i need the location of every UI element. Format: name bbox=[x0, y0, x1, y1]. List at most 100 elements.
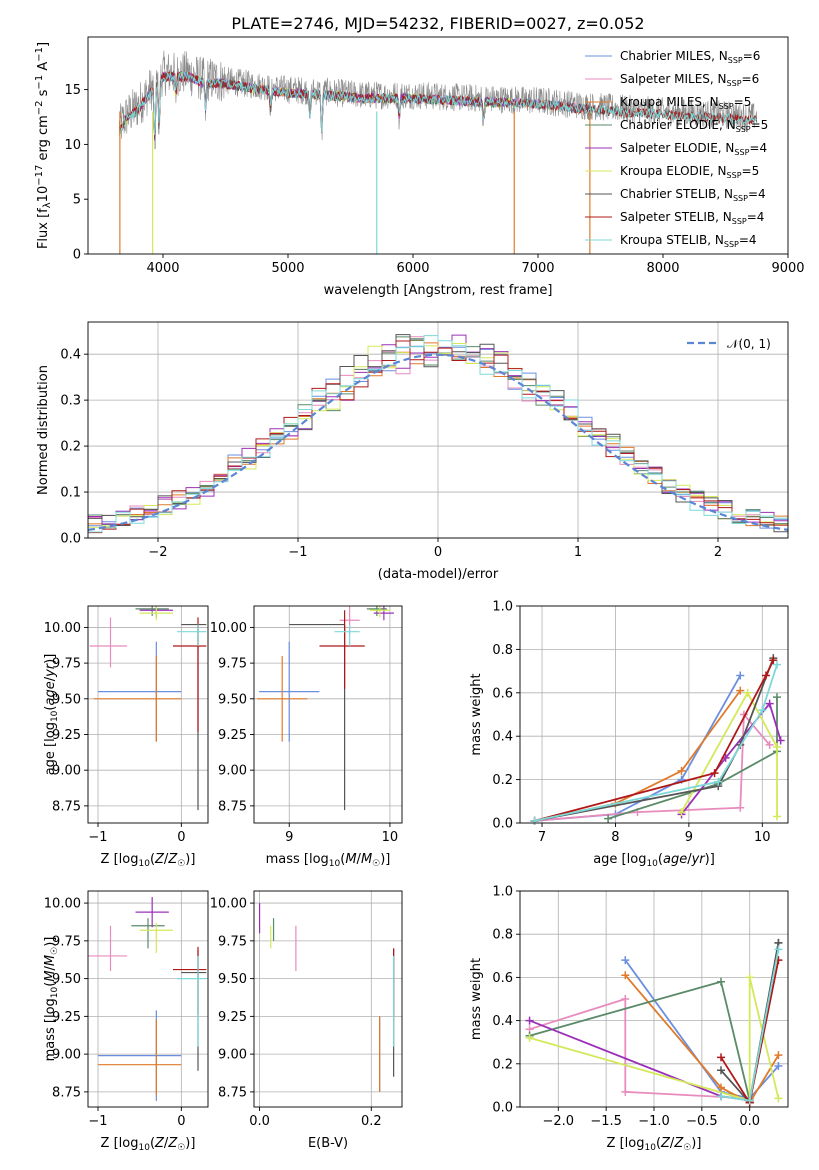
weight-series-line bbox=[534, 657, 775, 822]
y-tick-label: 9.75 bbox=[218, 657, 247, 672]
y-tick-label: 9.00 bbox=[218, 764, 247, 779]
model-spectrum bbox=[118, 71, 758, 136]
y-tick-label: 10.00 bbox=[210, 897, 247, 912]
model-spectrum bbox=[118, 71, 757, 137]
errorbar-point bbox=[98, 1010, 182, 1101]
x-tick-label: 10 bbox=[382, 830, 399, 845]
y-tick-label: 0.2 bbox=[60, 440, 81, 455]
errorbar-point bbox=[139, 922, 173, 953]
x-tick-label: −1 bbox=[88, 830, 107, 845]
weight-marker bbox=[525, 1016, 534, 1025]
errorbar-point bbox=[131, 918, 165, 949]
y-axis-label: Normed distribution bbox=[36, 365, 51, 495]
legend-entry: Salpeter MILES, NSSP=6 bbox=[620, 72, 759, 88]
errorbar-point bbox=[177, 624, 207, 646]
x-tick-label: 9 bbox=[685, 830, 693, 845]
errorbar-point bbox=[319, 610, 365, 689]
y-tick-label: 5 bbox=[73, 193, 81, 208]
y-tick-label: 0.6 bbox=[492, 971, 513, 986]
weight-series-line bbox=[680, 701, 782, 815]
weight-marker bbox=[765, 699, 774, 708]
axes-frame bbox=[519, 605, 789, 824]
weight-marker bbox=[717, 1066, 725, 1075]
x-tick-label: 0 bbox=[434, 545, 442, 560]
errorbar-point bbox=[181, 949, 207, 1071]
x-tick-label: −0.5 bbox=[686, 1114, 718, 1129]
weight-marker bbox=[621, 956, 630, 965]
weight-marker bbox=[604, 814, 613, 823]
weight-marker bbox=[761, 671, 770, 680]
errorbar-point bbox=[135, 606, 169, 616]
legend-entry: Kroupa MILES, NSSP=5 bbox=[620, 95, 751, 111]
mass-vs-Z-panel: −1 0 8.75 9.00 9.25 9.50 9.75 10.00 mass [log10(… bbox=[43, 890, 209, 1153]
errorbar-point bbox=[259, 641, 320, 742]
x-tick-label: 0 bbox=[177, 1114, 185, 1129]
y-axis-label: mass [log10(M/M☉)] bbox=[43, 937, 60, 1062]
axes-frame bbox=[87, 605, 209, 824]
errorbar-point bbox=[89, 617, 128, 668]
x-tick-label: 0.2 bbox=[361, 1114, 382, 1129]
y-tick-label: 0.4 bbox=[492, 1014, 513, 1029]
y-tick-label: 0.3 bbox=[60, 394, 81, 409]
weight-marker bbox=[621, 995, 630, 1003]
y-axis-label: Flux [fλ10−17 erg cm−2 s−1 A−1] bbox=[34, 42, 53, 249]
legend-entry: Chabrier STELIB, NSSP=4 bbox=[620, 187, 766, 203]
x-axis-label: Z [log10(Z/Z☉)] bbox=[101, 1136, 196, 1153]
y-tick-label: 8.75 bbox=[218, 799, 247, 814]
weight-marker bbox=[736, 686, 745, 695]
y-tick-label: 9.50 bbox=[218, 692, 247, 707]
y-tick-label: 8.75 bbox=[52, 799, 81, 814]
errorbar-point bbox=[139, 606, 173, 621]
weight-marker bbox=[743, 688, 752, 697]
y-tick-label: 9.75 bbox=[218, 934, 247, 949]
weight-marker bbox=[714, 777, 723, 786]
axes-frame bbox=[87, 890, 209, 1108]
weight-marker bbox=[717, 977, 725, 986]
x-tick-label: 6000 bbox=[396, 261, 429, 276]
weight-marker bbox=[745, 1096, 754, 1105]
weight-marker bbox=[717, 1083, 725, 1092]
x-tick-label: 0 bbox=[177, 830, 185, 845]
weight-marker bbox=[745, 973, 754, 982]
y-tick-label: 9.50 bbox=[52, 972, 81, 987]
y-tick-label: 1.0 bbox=[492, 600, 513, 615]
weight-marker bbox=[772, 743, 781, 752]
errorbar-point bbox=[334, 624, 360, 646]
weight-series-line bbox=[607, 697, 778, 820]
y-tick-label: 0.1 bbox=[60, 486, 81, 501]
x-tick-label: 8000 bbox=[646, 261, 679, 276]
y-tick-label: 9.25 bbox=[52, 728, 81, 743]
x-tick-label: 7 bbox=[538, 830, 546, 845]
x-tick-label: −2.0 bbox=[542, 1114, 574, 1129]
y-tick-label: 9.75 bbox=[52, 934, 81, 949]
x-axis-label: (data-model)/error bbox=[378, 567, 499, 582]
x-axis-label: E(B-V) bbox=[308, 1136, 348, 1151]
y-tick-label: 9.00 bbox=[52, 764, 81, 779]
weight-marker bbox=[717, 1053, 725, 1062]
errorbar-point bbox=[93, 655, 182, 742]
x-tick-label: −1.5 bbox=[590, 1114, 622, 1129]
spectrum-plot-area bbox=[118, 50, 758, 254]
y-tick-label: 9.25 bbox=[52, 1010, 81, 1025]
histogram-series bbox=[88, 335, 788, 533]
legend-entry: Chabrier ELODIE, NSSP=5 bbox=[620, 118, 768, 134]
y-tick-label: 0.0 bbox=[60, 532, 81, 547]
x-tick-label: 7000 bbox=[521, 261, 554, 276]
x-tick-label: −1 bbox=[288, 545, 307, 560]
y-axis-label: mass weight bbox=[469, 958, 484, 1040]
y-tick-label: 0.4 bbox=[60, 348, 81, 363]
weight-marker bbox=[772, 812, 781, 821]
y-tick-label: 9.25 bbox=[218, 1010, 247, 1025]
weight-marker bbox=[758, 706, 767, 715]
errorbar-point bbox=[88, 925, 128, 972]
x-tick-label: 0.0 bbox=[739, 1114, 760, 1129]
weight-marker bbox=[772, 693, 781, 702]
y-tick-label: 9.50 bbox=[52, 692, 81, 707]
y-tick-label: 10.00 bbox=[210, 621, 247, 636]
y-tick-label: 15 bbox=[64, 83, 81, 98]
axes-frame bbox=[253, 890, 403, 1108]
x-tick-label: 5000 bbox=[271, 261, 304, 276]
weight-marker bbox=[772, 660, 781, 669]
legend-entry: Salpeter STELIB, NSSP=4 bbox=[620, 210, 764, 226]
chart-title: PLATE=2746, MJD=54232, FIBERID=0027, z=0… bbox=[231, 14, 644, 33]
